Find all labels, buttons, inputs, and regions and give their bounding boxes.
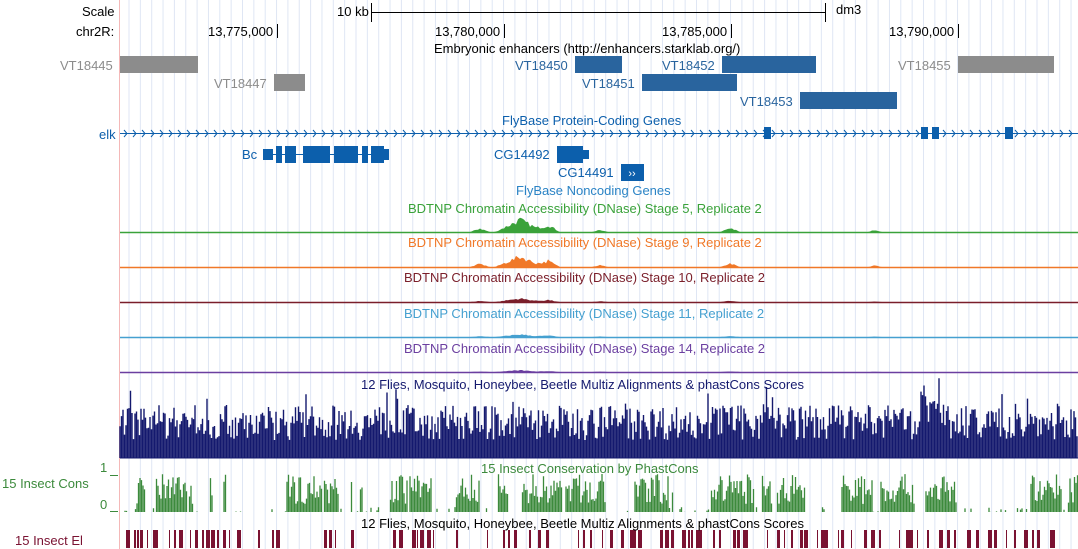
exon [384,149,389,160]
phastcons-scale-max: 1 [100,460,108,475]
track-title-noncoding[interactable]: FlyBase Noncoding Genes [516,183,671,198]
scale-label: Scale [82,4,115,19]
enhancer-vt18452[interactable] [722,56,816,73]
track-title-dnase-stage11[interactable]: BDTNP Chromatin Accessibility (DNase) St… [404,306,765,321]
position-label: 13,790,000 [889,24,955,39]
gene-cg14491-model[interactable]: ›› [621,164,644,181]
enhancer-vt18447[interactable] [274,74,305,91]
dnase-track[interactable] [120,370,1078,374]
enhancer-vt18445[interactable] [120,56,198,73]
enhancer-label[interactable]: VT18445 [60,58,113,73]
exon [303,146,330,163]
exon [263,149,273,160]
track-title-dnase-stage14[interactable]: BDTNP Chromatin Accessibility (DNase) St… [404,341,766,356]
position-label: 13,780,000 [435,24,501,39]
exon [1005,127,1013,139]
enhancer-label[interactable]: VT18453 [740,94,793,109]
exon [285,146,296,163]
track-title-protein-genes[interactable]: FlyBase Protein-Coding Genes [502,113,682,128]
gene-elk-model[interactable] [120,127,1078,139]
conserved-elements[interactable] [126,530,1055,548]
dnase-track[interactable] [120,255,1078,269]
enhancer-vt18455[interactable] [958,56,1054,73]
dnase-track[interactable] [120,217,1078,234]
phastcons-signal[interactable] [124,474,1078,512]
multiz-signal[interactable] [119,378,1078,459]
enhancer-label[interactable]: VT18450 [515,58,568,73]
exon [276,146,282,163]
dnase-track[interactable] [120,334,1078,339]
enhancer-vt18450[interactable] [575,56,622,73]
enhancer-label[interactable]: VT18455 [898,58,951,73]
scale-bar [371,3,826,22]
strand-arrow-icon: ›› [628,168,636,180]
gene-label-cg14491[interactable]: CG14491 [558,165,614,180]
enhancer-vt18453[interactable] [800,92,897,109]
enhancer-label[interactable]: VT18447 [214,76,267,91]
exon [362,146,368,163]
phastcons-side-label[interactable]: 15 Insect Cons [2,476,89,491]
track-title-dnase-stage9[interactable]: BDTNP Chromatin Accessibility (DNase) St… [408,235,762,250]
position-label: 13,775,000 [208,24,274,39]
track-title-multiz[interactable]: 12 Flies, Mosquito, Honeybee, Beetle Mul… [361,377,804,392]
track-title-dnase-stage5[interactable]: BDTNP Chromatin Accessibility (DNase) St… [408,201,762,216]
enhancer-features[interactable] [120,56,1054,109]
strand-arrows [123,129,1073,138]
position-label: 13,785,000 [662,24,728,39]
enhancer-vt18451[interactable] [642,74,737,91]
dnase-signal-tracks[interactable] [120,217,1078,374]
exon [334,146,358,163]
gene-cg14492-model[interactable] [557,146,589,163]
coordinate-ticks [277,24,959,38]
gene-label-cg14492[interactable]: CG14492 [494,147,550,162]
dnase-track[interactable] [120,298,1078,304]
exon [932,127,939,139]
exon [371,146,384,163]
enhancer-label[interactable]: VT18451 [582,76,635,91]
elements-side-label[interactable]: 15 Insect El [15,533,83,548]
chrom-label: chr2R: [76,24,115,39]
track-title-elements[interactable]: 12 Flies, Mosquito, Honeybee, Beetle Mul… [361,516,804,531]
gene-label-elk[interactable]: elk [99,127,116,142]
phastcons-scale-min: 0 [100,497,108,512]
exon [764,127,771,139]
track-title-phastcons[interactable]: 15 Insect Conservation by PhastCons [481,461,699,476]
track-title-enhancers[interactable]: Embryonic enhancers (http://enhancers.st… [434,41,741,56]
scale-bar-label: 10 kb [337,4,369,19]
gene-bc-model[interactable] [263,146,389,163]
assembly-label: dm3 [836,2,862,17]
track-title-dnase-stage10[interactable]: BDTNP Chromatin Accessibility (DNase) St… [404,270,766,285]
enhancer-label[interactable]: VT18452 [662,58,715,73]
gene-label-bc[interactable]: Bc [242,147,258,162]
exon [921,127,928,139]
